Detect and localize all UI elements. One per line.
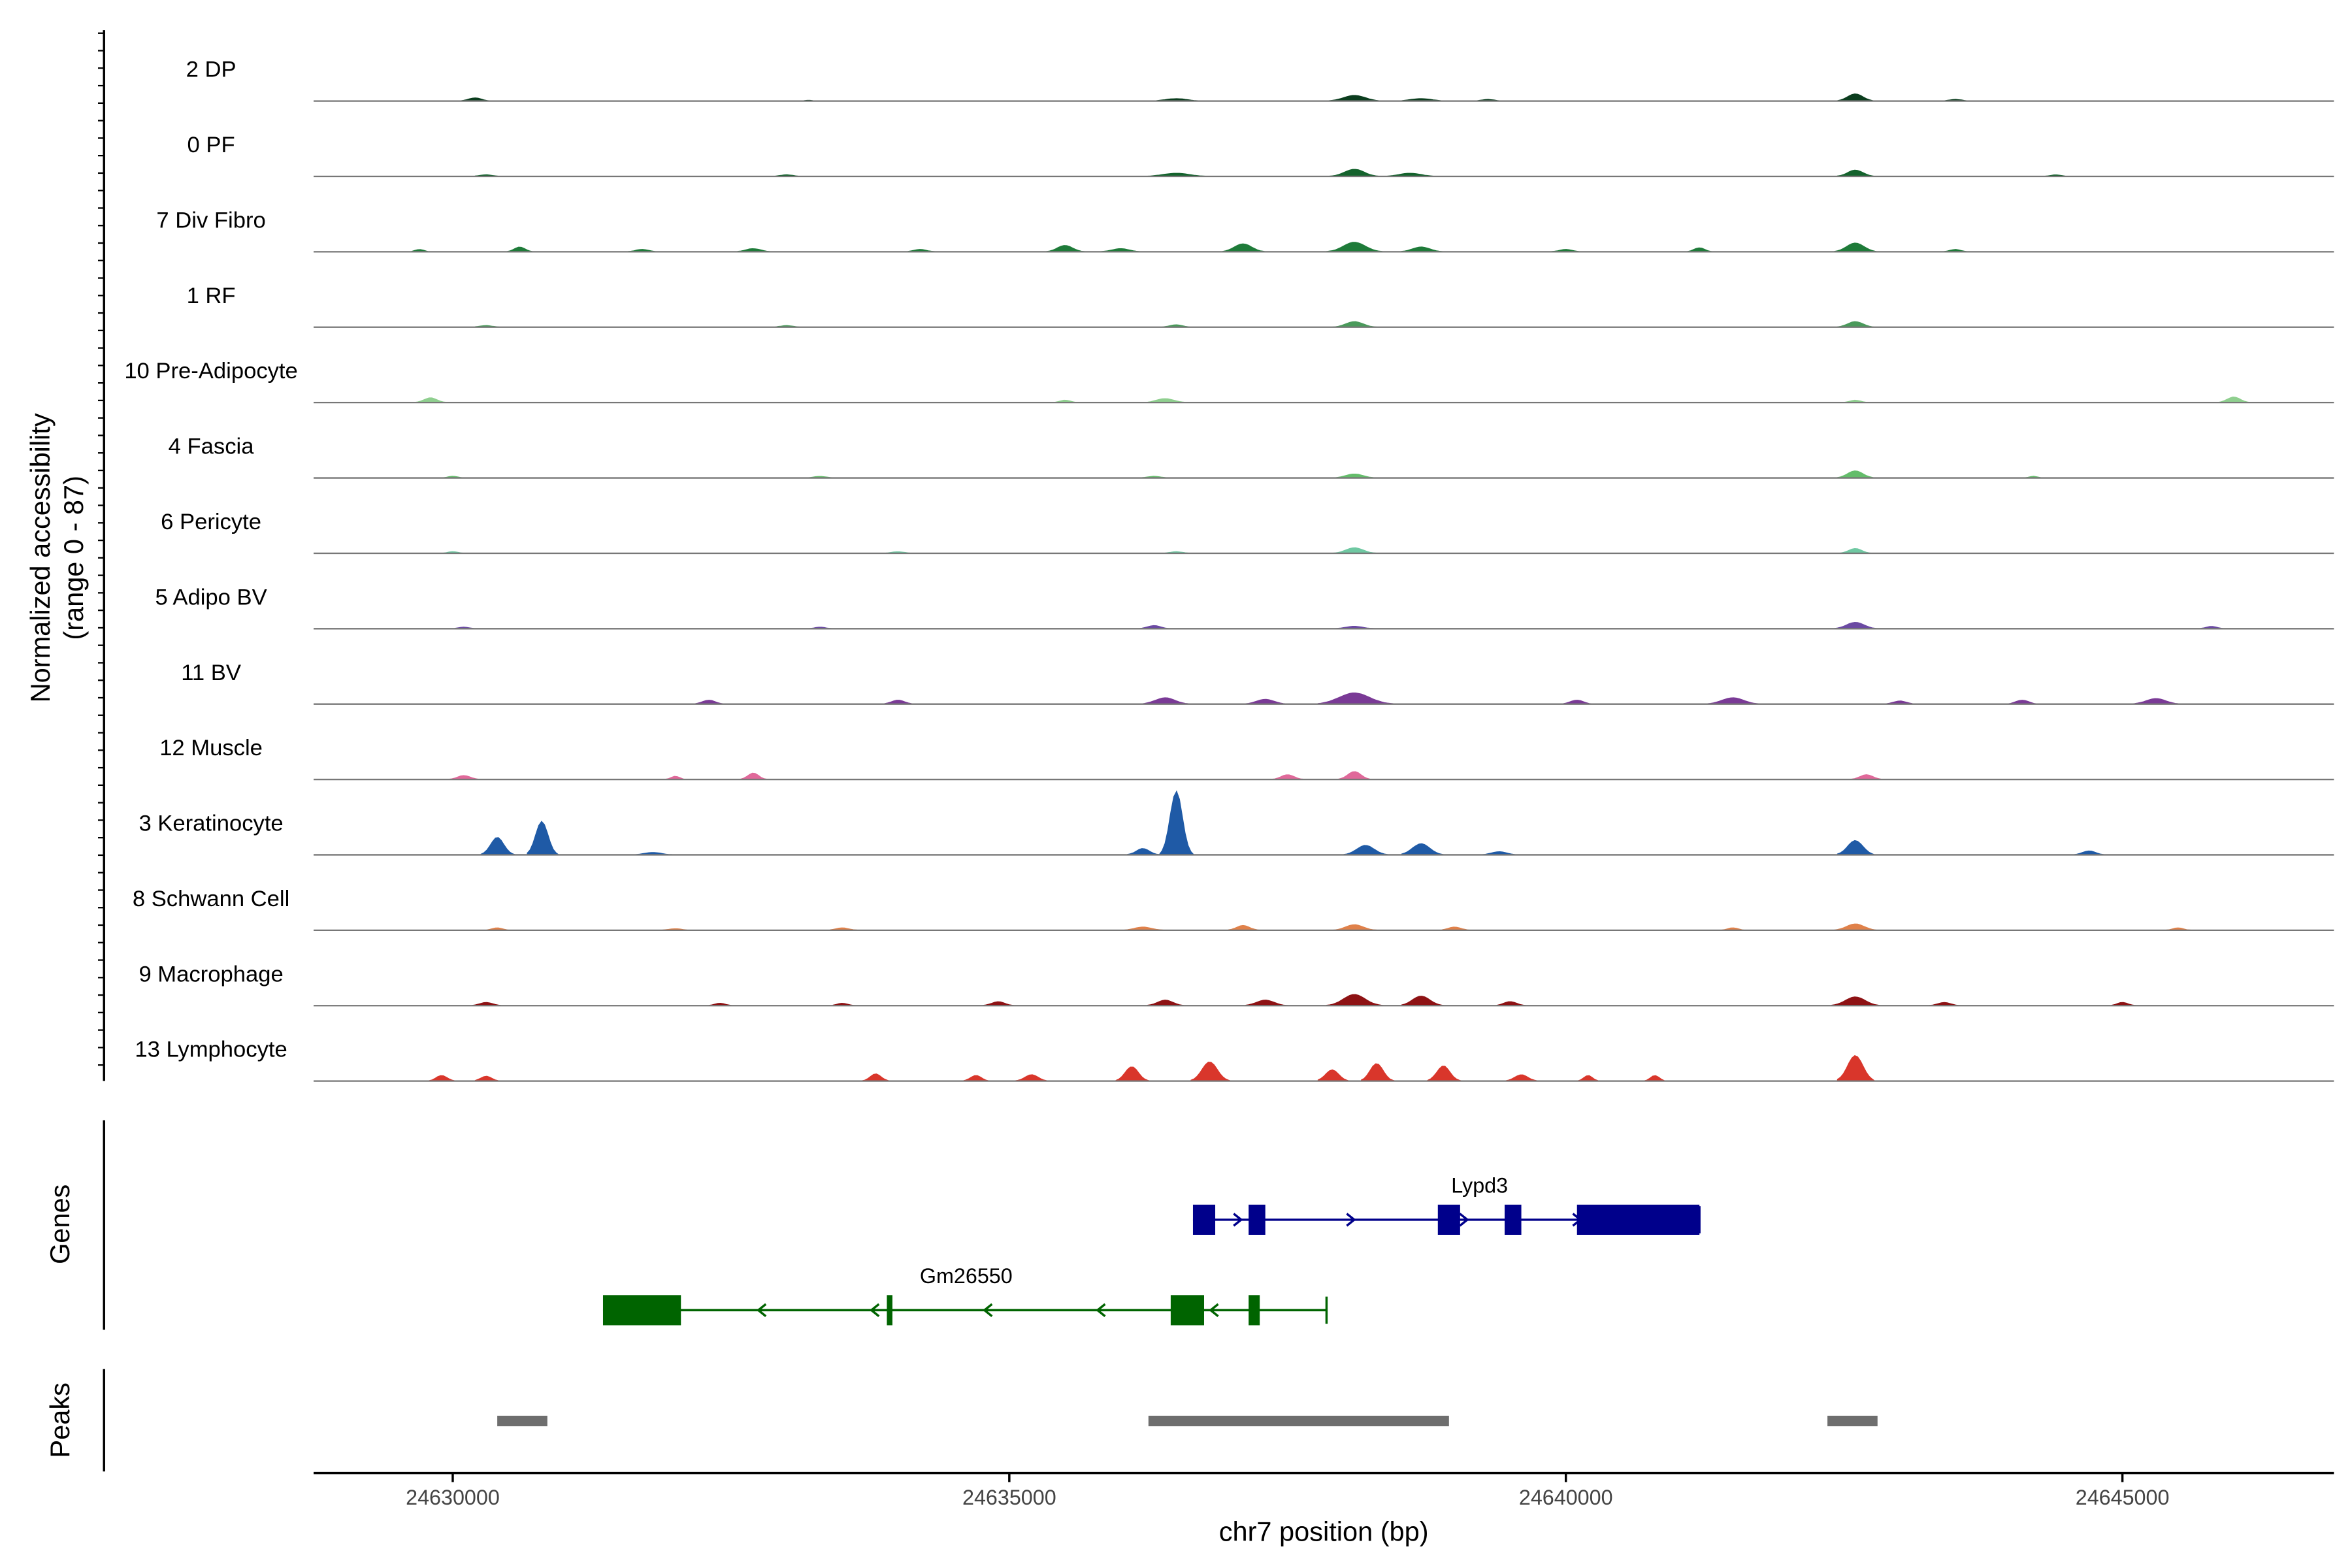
- gene-label: Lypd3: [1451, 1173, 1508, 1197]
- gene-gm26550: Gm26550: [602, 1264, 1328, 1326]
- x-axis-title: chr7 position (bp): [1219, 1516, 1429, 1546]
- track-13-lymphocyte: 13 Lymphocyte: [135, 1037, 2334, 1082]
- coverage-area: [694, 693, 2181, 705]
- x-tick-label: 24645000: [2076, 1486, 2170, 1509]
- exon-block: [1576, 1204, 1700, 1235]
- track-label: 11 BV: [181, 661, 241, 685]
- track-6-pericyte: 6 Pericyte: [161, 510, 2334, 555]
- track-5-adipo-bv: 5 Adipo BV: [155, 585, 2334, 630]
- track-label: 2 DP: [186, 57, 237, 82]
- track-11-bv: 11 BV: [181, 661, 2334, 705]
- track-12-muscle: 12 Muscle: [159, 736, 2334, 781]
- y-axis-title-line1: Normalized accessibility: [25, 413, 56, 702]
- track-4-fascia: 4 Fascia: [169, 434, 2334, 479]
- coverage-area: [474, 169, 2068, 177]
- coverage-area: [429, 1054, 1876, 1082]
- track-label: 10 Pre-Adipocyte: [124, 359, 298, 384]
- track-3-keratinocyte: 3 Keratinocyte: [139, 790, 2334, 856]
- track-label: 7 Div Fibro: [156, 208, 265, 233]
- exon-block: [1192, 1204, 1216, 1235]
- exon-block: [1505, 1204, 1522, 1235]
- coverage-area: [414, 397, 2253, 403]
- track-9-macrophage: 9 Macrophage: [139, 962, 2334, 1007]
- track-label: 9 Macrophage: [139, 962, 283, 987]
- strand-arrow: [1209, 1303, 1219, 1317]
- peak-region-bar: [1827, 1415, 1878, 1427]
- exon-block: [1437, 1204, 1460, 1235]
- peaks-panel-label: Peaks: [44, 1382, 75, 1458]
- track-label: 8 Schwann Cell: [133, 887, 289, 911]
- y-axis-title-line2: (range 0 - 87): [58, 476, 89, 640]
- coverage-area: [443, 547, 1872, 554]
- exon-block: [887, 1295, 892, 1326]
- gene-annotation-track: Lypd3 Gm26550: [602, 1173, 1701, 1326]
- coverage-area: [411, 242, 1970, 252]
- peak-region-bar: [1148, 1415, 1449, 1427]
- exon-block: [1249, 1295, 1260, 1326]
- coverage-area: [449, 771, 1884, 780]
- track-7-div-fibro: 7 Div Fibro: [156, 208, 2334, 253]
- strand-arrow: [1459, 1213, 1469, 1227]
- coverage-area: [486, 923, 2193, 931]
- track-label: 12 Muscle: [159, 736, 263, 760]
- coverage-area: [443, 470, 2043, 479]
- track-2-dp: 2 DP: [186, 57, 2334, 102]
- y-axis-title: Normalized accessibility (range 0 - 87): [25, 413, 89, 702]
- track-label: 1 RF: [187, 284, 236, 308]
- coverage-area: [454, 622, 2225, 629]
- strand-arrow: [1096, 1303, 1106, 1317]
- track-0-pf: 0 PF: [188, 133, 2334, 178]
- genes-panel-label: Genes: [44, 1184, 75, 1264]
- track-10-pre-adipocyte: 10 Pre-Adipocyte: [124, 359, 2334, 404]
- exon-block: [602, 1295, 681, 1326]
- coverage-area: [480, 790, 2106, 856]
- coverage-area: [472, 994, 2138, 1006]
- track-label: 3 Keratinocyte: [139, 811, 283, 836]
- x-tick-label: 24635000: [962, 1486, 1056, 1509]
- strand-arrow: [869, 1303, 880, 1317]
- x-axis-ticks: 24630000 24635000 24640000 24645000: [406, 1473, 2169, 1509]
- track-label: 4 Fascia: [169, 434, 255, 459]
- strand-arrow: [1346, 1213, 1356, 1227]
- coverage-area: [460, 93, 1970, 102]
- coverage-y-axis-ticks: [98, 32, 105, 1066]
- strand-arrow: [1233, 1213, 1243, 1227]
- x-tick-label: 24640000: [1519, 1486, 1613, 1509]
- x-tick-label: 24630000: [406, 1486, 500, 1509]
- track-label: 13 Lymphocyte: [135, 1037, 287, 1062]
- peak-region-bar: [497, 1415, 547, 1427]
- strand-arrow: [756, 1303, 767, 1317]
- strand-arrow: [983, 1303, 993, 1317]
- track-8-schwann-cell: 8 Schwann Cell: [133, 887, 2334, 931]
- coverage-area: [474, 321, 1875, 328]
- track-label: 6 Pericyte: [161, 510, 261, 534]
- coverage-tracks: 2 DP 0 PF 7 Div Fibro 1 RF 10 Pre-Adipocyte 4…: [124, 57, 2334, 1082]
- track-label: 5 Adipo BV: [155, 585, 267, 610]
- exon-block: [1170, 1295, 1205, 1326]
- gene-label: Gm26550: [920, 1264, 1013, 1288]
- track-label: 0 PF: [188, 133, 235, 157]
- exon-block: [1249, 1204, 1266, 1235]
- track-1-rf: 1 RF: [187, 284, 2334, 328]
- peak-region-track: [497, 1415, 1878, 1427]
- gene-lypd3: Lypd3: [1192, 1173, 1701, 1235]
